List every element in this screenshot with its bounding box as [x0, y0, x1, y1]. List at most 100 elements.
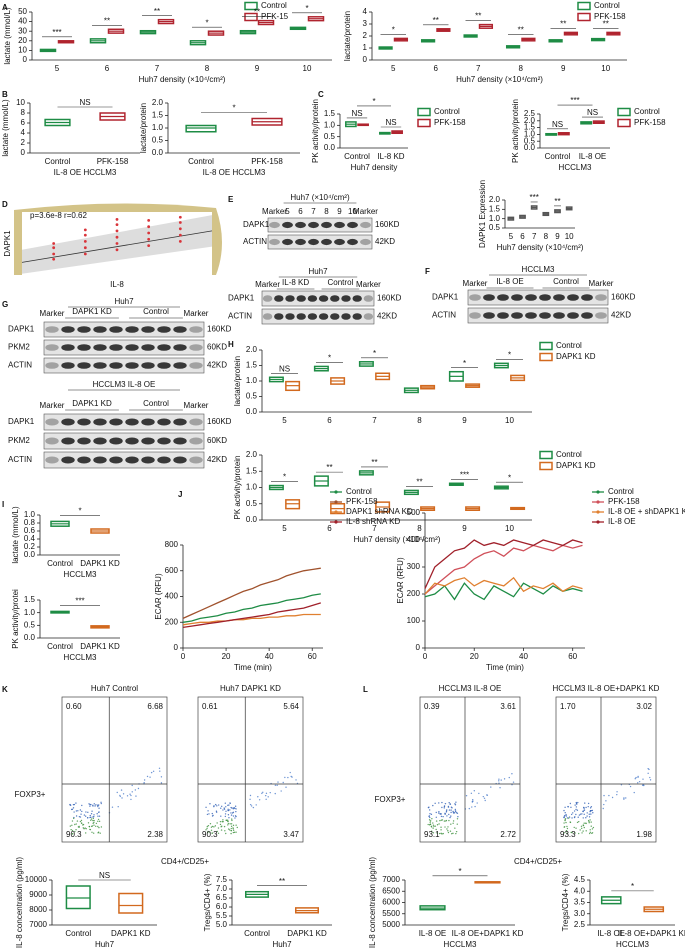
blot-band [45, 456, 59, 464]
x-axis-label: IL-8 [110, 280, 124, 289]
flow-event [126, 795, 129, 797]
x-axis-label: IL-8 OE HCCLM3 [54, 168, 117, 177]
blot-band [282, 238, 293, 246]
flow-event [440, 815, 443, 818]
blot-band [109, 418, 123, 426]
blot-band [483, 312, 495, 319]
flow-event [84, 815, 87, 817]
sig-label: ** [416, 478, 422, 487]
y-tick-label: 100 [407, 616, 421, 625]
blot-band [285, 313, 295, 320]
flow-event [233, 831, 236, 834]
flow-event [80, 813, 82, 815]
y-tick-label: 300 [407, 562, 421, 571]
flow-event [225, 810, 227, 813]
flow-event [503, 778, 506, 780]
y-tick-label: 1.0 [246, 376, 258, 385]
sig-label: NS [587, 108, 598, 117]
flow-event [500, 779, 502, 781]
flow-event [97, 815, 99, 817]
flow-event [130, 798, 132, 801]
flow-event [585, 822, 587, 825]
flow-event [90, 825, 93, 828]
point [115, 248, 119, 252]
legend-label: Control [556, 450, 582, 459]
flow-event [250, 805, 253, 807]
flow-event [649, 776, 651, 779]
flow-event [573, 810, 576, 812]
flow-event [446, 828, 448, 830]
flow-event [229, 823, 231, 825]
flow-event [150, 771, 153, 774]
y-tick-label: 0.5 [524, 136, 536, 145]
flow-event [146, 775, 149, 778]
x-tick-label: 10 [505, 416, 514, 425]
x-tick-label: DAPK1 KD [111, 929, 151, 938]
flow-event [94, 805, 96, 807]
flow-event [448, 819, 450, 822]
x-tick-label: 40 [265, 652, 274, 661]
y-tick-label: 1.5 [489, 204, 501, 213]
flow-event [230, 812, 232, 814]
flow-event [221, 805, 223, 808]
flow-event [119, 795, 121, 798]
flow-event [234, 815, 237, 817]
flow-event [160, 776, 163, 778]
flow-event [430, 813, 433, 816]
y-axis-label: PK activity/protein [233, 455, 242, 519]
flow-event [143, 782, 145, 784]
flow-title: HCCLM3 IL-8 OE [439, 684, 502, 693]
y-tick-label: 4 [21, 128, 26, 137]
blot-band [173, 437, 187, 445]
flow-event [589, 829, 591, 831]
y-axis-label: Tregs/CD4+ (%) [203, 873, 212, 931]
x-tick-label: 8 [417, 416, 422, 425]
flow-event [88, 803, 90, 805]
x-tick-label: PFK-158 [251, 157, 283, 166]
flow-event [98, 807, 100, 809]
y-tick-label: 10 [18, 46, 27, 55]
flow-event [223, 825, 226, 828]
y-tick-label: 1.0 [246, 483, 258, 492]
blot-band [125, 456, 139, 464]
flow-event [83, 814, 86, 816]
legend-label: DAPK1 KD [556, 461, 596, 470]
flow-event [435, 811, 437, 814]
y-tick-label: 6500 [382, 886, 400, 895]
blot-band [141, 362, 155, 369]
blot-band [157, 344, 171, 351]
flow-event [643, 784, 645, 787]
flow-event [282, 781, 284, 784]
flow-event [222, 819, 224, 821]
flow-event [89, 803, 91, 806]
flow-event [428, 819, 431, 821]
point [178, 233, 182, 237]
flow-event [225, 832, 227, 835]
flow-event [232, 829, 235, 832]
y-tick-label: 9000 [29, 890, 47, 899]
blot-band [61, 437, 75, 445]
flow-event [583, 826, 585, 829]
flow-event [511, 784, 513, 786]
sig-label: *** [460, 470, 469, 479]
flow-event [442, 832, 444, 835]
flow-event [83, 828, 85, 830]
flow-event [575, 808, 577, 811]
point [147, 219, 151, 222]
x-tick-label: 8 [417, 524, 422, 533]
flow-event [450, 811, 452, 814]
blot-band [125, 326, 139, 333]
blot-strip [43, 451, 205, 469]
sig-label: NS [79, 98, 90, 107]
x-tick-label: 60 [308, 652, 317, 661]
blot-band [318, 295, 329, 302]
x-tick-label: 9 [462, 416, 467, 425]
flow-event [232, 828, 234, 830]
point [115, 217, 119, 221]
blot-band [141, 437, 155, 445]
sig-label: * [283, 473, 286, 482]
blot-band [157, 456, 171, 464]
x-tick-label: Control [47, 642, 73, 651]
flow-event [508, 776, 510, 779]
